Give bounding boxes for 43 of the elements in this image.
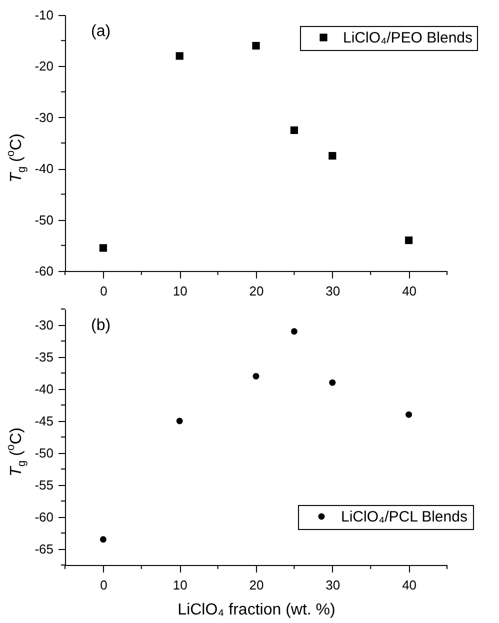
point [99, 244, 108, 252]
y-tick-label: -60 [34, 264, 54, 278]
legend-label: LiClO₄/PEO Blends [343, 30, 473, 46]
y-tick-label: -50 [34, 446, 54, 460]
x-tick-label: 30 [326, 578, 340, 592]
legend-label: LiClO₄/PCL Blends [341, 508, 468, 526]
y-tick-label: -50 [34, 212, 54, 228]
point [100, 536, 106, 543]
y-tick-label: -65 [34, 542, 54, 556]
x-tick-label: 40 [402, 284, 417, 298]
point [252, 42, 260, 50]
x-tick-label: 20 [249, 578, 264, 592]
x-tick-label: 30 [326, 284, 340, 298]
y-tick-label: -30 [34, 110, 54, 125]
x-tick-label: 10 [172, 284, 188, 298]
point [406, 411, 412, 418]
y-tick-label: -40 [34, 382, 54, 396]
y-tick-label: -30 [34, 318, 54, 332]
y-axis-title: Tg (oC) [5, 428, 28, 476]
x-tick-label: 0 [100, 578, 108, 592]
y-tick-label: -35 [34, 350, 54, 364]
x-tick-label: 20 [249, 284, 264, 298]
point [176, 418, 183, 424]
point [329, 379, 336, 386]
point [290, 328, 298, 335]
annotation: (a) [91, 23, 111, 40]
point [252, 372, 260, 380]
point [404, 236, 413, 244]
annotation: (b) [91, 317, 111, 334]
y-tick-label: -55 [34, 478, 54, 492]
y-tick-label: -60 [34, 510, 54, 524]
point [176, 52, 184, 60]
y-tick-label: -40 [34, 161, 54, 176]
point [290, 126, 298, 134]
y-axis-title: Tg (oC) [5, 134, 28, 182]
y-tick-label: -45 [34, 414, 54, 428]
x-tick-label: 40 [402, 578, 417, 592]
y-tick-label: -20 [34, 58, 54, 74]
x-tick-label: 10 [172, 578, 188, 592]
x-tick-label: 0 [100, 284, 108, 298]
y-tick-label: -10 [34, 8, 54, 22]
x-axis-title: LiClO₄ fraction (wt. %) [178, 602, 336, 618]
point [328, 152, 336, 160]
